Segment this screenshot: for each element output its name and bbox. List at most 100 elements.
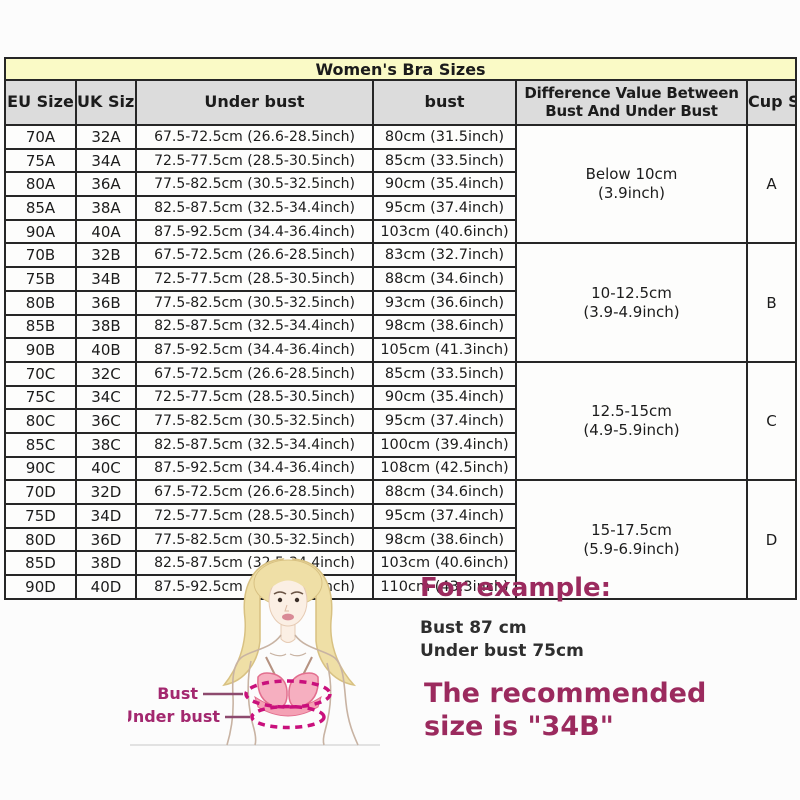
woman-illustration: Bust Under bust [128,558,380,746]
bust-cell: 98cm (38.6inch) [372,313,517,340]
under-bust-cell: 67.5-72.5cm (26.6-28.5inch) [135,360,374,387]
eu-size-cell: 70B [4,242,77,269]
bust-cell: 110cm (43.3inch) [372,574,517,600]
example-block: For example: Bust 87 cm Under bust 75cm … [420,574,750,743]
bra-size-chart: Women's Bra Sizes EU Size UK Size Under … [4,57,797,600]
table-row: 70B 32B 67.5-72.5cm (26.6-28.5inch) 83cm… [4,242,797,363]
recommended-size-line2: size is "34B" [424,710,614,742]
uk-size-cell: 36B [75,289,137,316]
table-row: 75D 34D 72.5-77.5cm (28.5-30.5inch) 95cm… [4,503,796,529]
under-bust-cell: 72.5-77.5cm (28.5-30.5inch) [135,384,374,411]
uk-size-cell: 36C [75,408,137,434]
bust-cell: 108cm (42.5inch) [372,455,517,482]
under-bust-cell: 82.5-87.5cm (32.5-34.4inch) [135,195,374,221]
uk-size-cell: 38A [75,195,137,221]
eu-size-cell: 90A [4,218,77,245]
under-bust-measure-ellipse [250,704,326,730]
under-bust-cell: 67.5-72.5cm (26.6-28.5inch) [135,124,374,150]
bust-cell: 98cm (38.6inch) [372,526,517,553]
table-row: 80A 36A 77.5-82.5cm (30.5-32.5inch) 90cm… [4,171,796,198]
difference-cell-b: 10-12.5cm (3.9-4.9inch) [515,242,748,363]
bust-label: Bust [157,684,198,703]
eu-size-cell: 80D [4,526,77,553]
eu-size-cell: 85D [4,550,77,577]
bust-cell: 85cm (33.5inch) [372,360,517,387]
uk-size-cell: 32C [75,360,137,387]
header-under-bust: Under bust [135,79,374,126]
bust-cell: 90cm (35.4inch) [372,171,517,198]
header-difference: Difference Value Between Bust And Under … [515,79,748,126]
eu-size-cell: 80B [4,289,77,316]
under-bust-cell: 82.5-87.5cm (32.5-34.4inch) [135,550,374,577]
under-bust-cell: 77.5-82.5cm (30.5-32.5inch) [135,171,374,198]
table-row: 70D 32D 67.5-72.5cm (26.6-28.5inch) 88cm… [4,479,797,600]
bust-cell: 95cm (37.4inch) [372,195,517,221]
bust-cell: 88cm (34.6inch) [372,479,517,505]
face [268,573,308,643]
uk-size-cell: 32D [75,479,137,505]
table-row: 90B 40B 87.5-92.5cm (34.4-36.4inch) 105c… [4,337,796,363]
bust-cell: 93cm (36.6inch) [372,289,517,316]
eu-size-cell: 90C [4,455,77,482]
under-bust-cell: 77.5-82.5cm (30.5-32.5inch) [135,526,374,553]
under-bust-cell: 77.5-82.5cm (30.5-32.5inch) [135,408,374,434]
under-bust-cell: 72.5-77.5cm (28.5-30.5inch) [135,266,374,292]
bust-cell: 90cm (35.4inch) [372,384,517,411]
under-bust-cell: 82.5-87.5cm (32.5-34.4inch) [135,431,374,458]
table-row: 70A 32A 67.5-72.5cm (26.6-28.5inch) 80cm… [4,123,797,245]
uk-size-cell: 36A [75,171,137,198]
uk-size-cell: 34D [75,503,137,529]
eu-size-cell: 80C [4,408,77,434]
uk-size-cell: 32A [75,124,137,150]
table-row: 85B 38B 82.5-87.5cm (32.5-34.4inch) 98cm… [4,313,796,340]
difference-line2: (4.9-5.9inch) [583,421,680,440]
under-bust-cell: 82.5-87.5cm (32.5-34.4inch) [135,313,374,340]
table-row: 80B 36B 77.5-82.5cm (30.5-32.5inch) 93cm… [4,289,796,316]
eu-size-cell: 80A [4,171,77,198]
under-bust-label: Under bust [128,707,220,726]
table-row: 85C 38C 82.5-87.5cm (32.5-34.4inch) 100c… [4,431,796,458]
header-bust: bust [372,79,517,126]
bust-cell: 95cm (37.4inch) [372,503,517,529]
under-bust-cell: 72.5-77.5cm (28.5-30.5inch) [135,147,374,174]
difference-line1: 12.5-15cm [591,402,672,421]
eu-size-cell: 75C [4,384,77,411]
difference-cell-c: 12.5-15cm (4.9-5.9inch) [515,360,748,482]
uk-size-cell: 38B [75,313,137,340]
uk-size-cell: 34B [75,266,137,292]
table-row: 70C 32C 67.5-72.5cm (26.6-28.5inch) 85cm… [4,360,797,482]
eu-size-cell: 85C [4,431,77,458]
eu-size-cell: 75A [4,147,77,174]
table-row: 75C 34C 72.5-77.5cm (28.5-30.5inch) 90cm… [4,384,796,411]
eu-size-cell: 90D [4,574,77,600]
bust-cell: 95cm (37.4inch) [372,408,517,434]
bust-cell: 105cm (41.3inch) [372,337,517,363]
eu-size-cell: 85A [4,195,77,221]
header-eu-size: EU Size [4,79,77,126]
bust-cell: 103cm (40.6inch) [372,218,517,245]
table-title: Women's Bra Sizes [4,57,797,81]
under-bust-cell: 87.5-92.5cm (34.4-36.4inch) [135,455,374,482]
header-difference-line2: Bust And Under Bust [545,101,718,120]
eu-size-cell: 75B [4,266,77,292]
bust-cell: 85cm (33.5inch) [372,147,517,174]
cup-cell-a: A [746,123,797,245]
uk-size-cell: 34C [75,384,137,411]
table-row: 90C 40C 87.5-92.5cm (34.4-36.4inch) 108c… [4,455,796,482]
difference-line1: Below 10cm [585,165,678,184]
bust-cell: 103cm (40.6inch) [372,550,517,577]
under-bust-cell: 77.5-82.5cm (30.5-32.5inch) [135,289,374,316]
uk-size-cell: 40A [75,218,137,245]
uk-size-cell: 34A [75,147,137,174]
difference-line2: (3.9inch) [598,184,665,203]
uk-size-cell: 40C [75,455,137,482]
bust-cell: 83cm (32.7inch) [372,242,517,269]
under-bust-cell: 72.5-77.5cm (28.5-30.5inch) [135,503,374,529]
under-bust-cell: 87.5-92.5cm (34.4-36.4inch) [135,337,374,363]
eu-size-cell: 90B [4,337,77,363]
uk-size-cell: 36D [75,526,137,553]
uk-size-cell: 40B [75,337,137,363]
body-outline [226,634,359,746]
uk-size-cell: 40D [75,574,137,600]
eu-size-cell: 70C [4,360,77,387]
